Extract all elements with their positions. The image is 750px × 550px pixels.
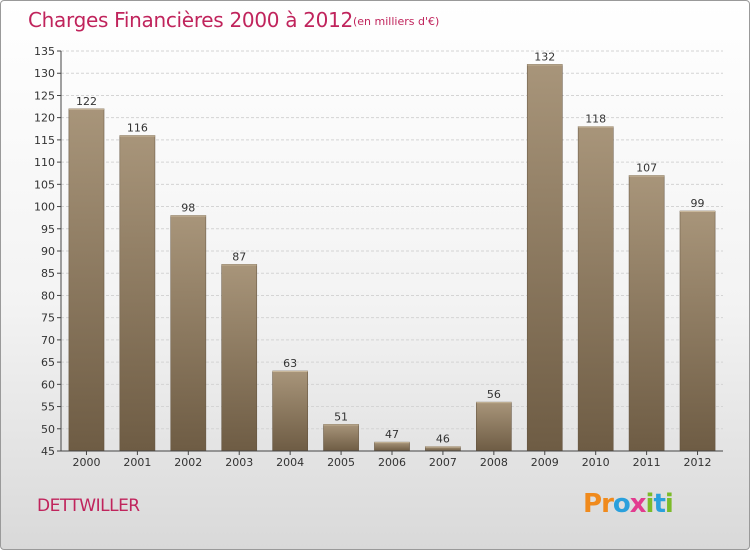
data-label: 99 <box>691 197 705 210</box>
data-label: 63 <box>283 357 297 370</box>
x-tick-label: 2004 <box>276 456 304 469</box>
grid-lines <box>61 50 723 430</box>
y-tick-label: 105 <box>34 178 55 191</box>
axes <box>57 50 723 455</box>
logo-letter: r <box>601 489 614 519</box>
bar <box>119 135 156 452</box>
data-label: 51 <box>334 410 348 423</box>
y-tick-label: 85 <box>41 267 55 280</box>
logo-letter: P <box>583 489 602 519</box>
bar <box>272 370 308 452</box>
x-tick-label: 2006 <box>378 456 406 469</box>
logo-letter: i <box>645 489 655 519</box>
y-tick-label: 75 <box>41 312 55 325</box>
data-label: 46 <box>436 433 450 446</box>
y-tick-label: 60 <box>41 378 55 391</box>
chart-title: Charges Financières 2000 à 2012 <box>28 8 353 32</box>
bar <box>476 401 512 452</box>
bar <box>577 126 614 452</box>
bar <box>323 424 359 452</box>
y-tick-label: 125 <box>34 89 55 102</box>
data-label: 107 <box>636 161 657 174</box>
x-tick-label: 2001 <box>123 456 151 469</box>
proxiti-logo[interactable]: Proxiti <box>583 489 674 519</box>
y-tick-label: 80 <box>41 289 55 302</box>
bar <box>374 441 410 452</box>
data-label: 47 <box>385 428 399 441</box>
y-tick-label: 65 <box>41 356 55 369</box>
bar <box>628 175 665 452</box>
logo-letter: t <box>653 489 665 519</box>
x-tick-label: 2007 <box>429 456 457 469</box>
data-label: 87 <box>232 250 246 263</box>
y-tick-label: 90 <box>41 245 55 258</box>
chart-subtitle: (en milliers d'€) <box>353 15 440 28</box>
bar <box>170 215 207 452</box>
city-name: DETTWILLER <box>37 496 140 516</box>
data-label: 132 <box>534 50 555 63</box>
logo-letter: o <box>612 489 631 519</box>
x-tick-label: 2005 <box>327 456 355 469</box>
x-tick-label: 2011 <box>633 456 661 469</box>
bar <box>679 210 716 452</box>
y-tick-label: 115 <box>34 134 55 147</box>
bars <box>68 64 716 452</box>
x-tick-label: 2012 <box>684 456 712 469</box>
x-tick-label: 2003 <box>225 456 253 469</box>
logo-letter: i <box>664 489 674 519</box>
y-tick-label: 95 <box>41 223 55 236</box>
y-tick-label: 100 <box>34 201 55 214</box>
x-tick-label: 2000 <box>72 456 100 469</box>
y-tick-label: 135 <box>34 45 55 58</box>
x-tick-label: 2002 <box>174 456 202 469</box>
data-label: 122 <box>76 95 97 108</box>
x-tick-label: 2008 <box>480 456 508 469</box>
y-tick-label: 120 <box>34 112 55 125</box>
x-tick-label: 2009 <box>531 456 559 469</box>
y-tick-label: 45 <box>41 445 55 458</box>
y-tick-label: 50 <box>41 423 55 436</box>
data-label: 118 <box>585 113 606 126</box>
y-tick-label: 70 <box>41 334 55 347</box>
y-tick-label: 130 <box>34 67 55 80</box>
y-tick-label: 55 <box>41 401 55 414</box>
data-label: 56 <box>487 388 501 401</box>
data-label: 98 <box>181 201 195 214</box>
data-label: 116 <box>127 121 148 134</box>
logo-letter: x <box>629 489 647 519</box>
y-tick-label: 110 <box>34 156 55 169</box>
labels: 45 50 55 60 65 70 75 80 85 90 95 100 105 110 115 120 125… <box>34 45 712 469</box>
x-tick-label: 2010 <box>582 456 610 469</box>
bar <box>68 108 105 452</box>
bar <box>526 64 563 452</box>
bar <box>221 264 258 452</box>
